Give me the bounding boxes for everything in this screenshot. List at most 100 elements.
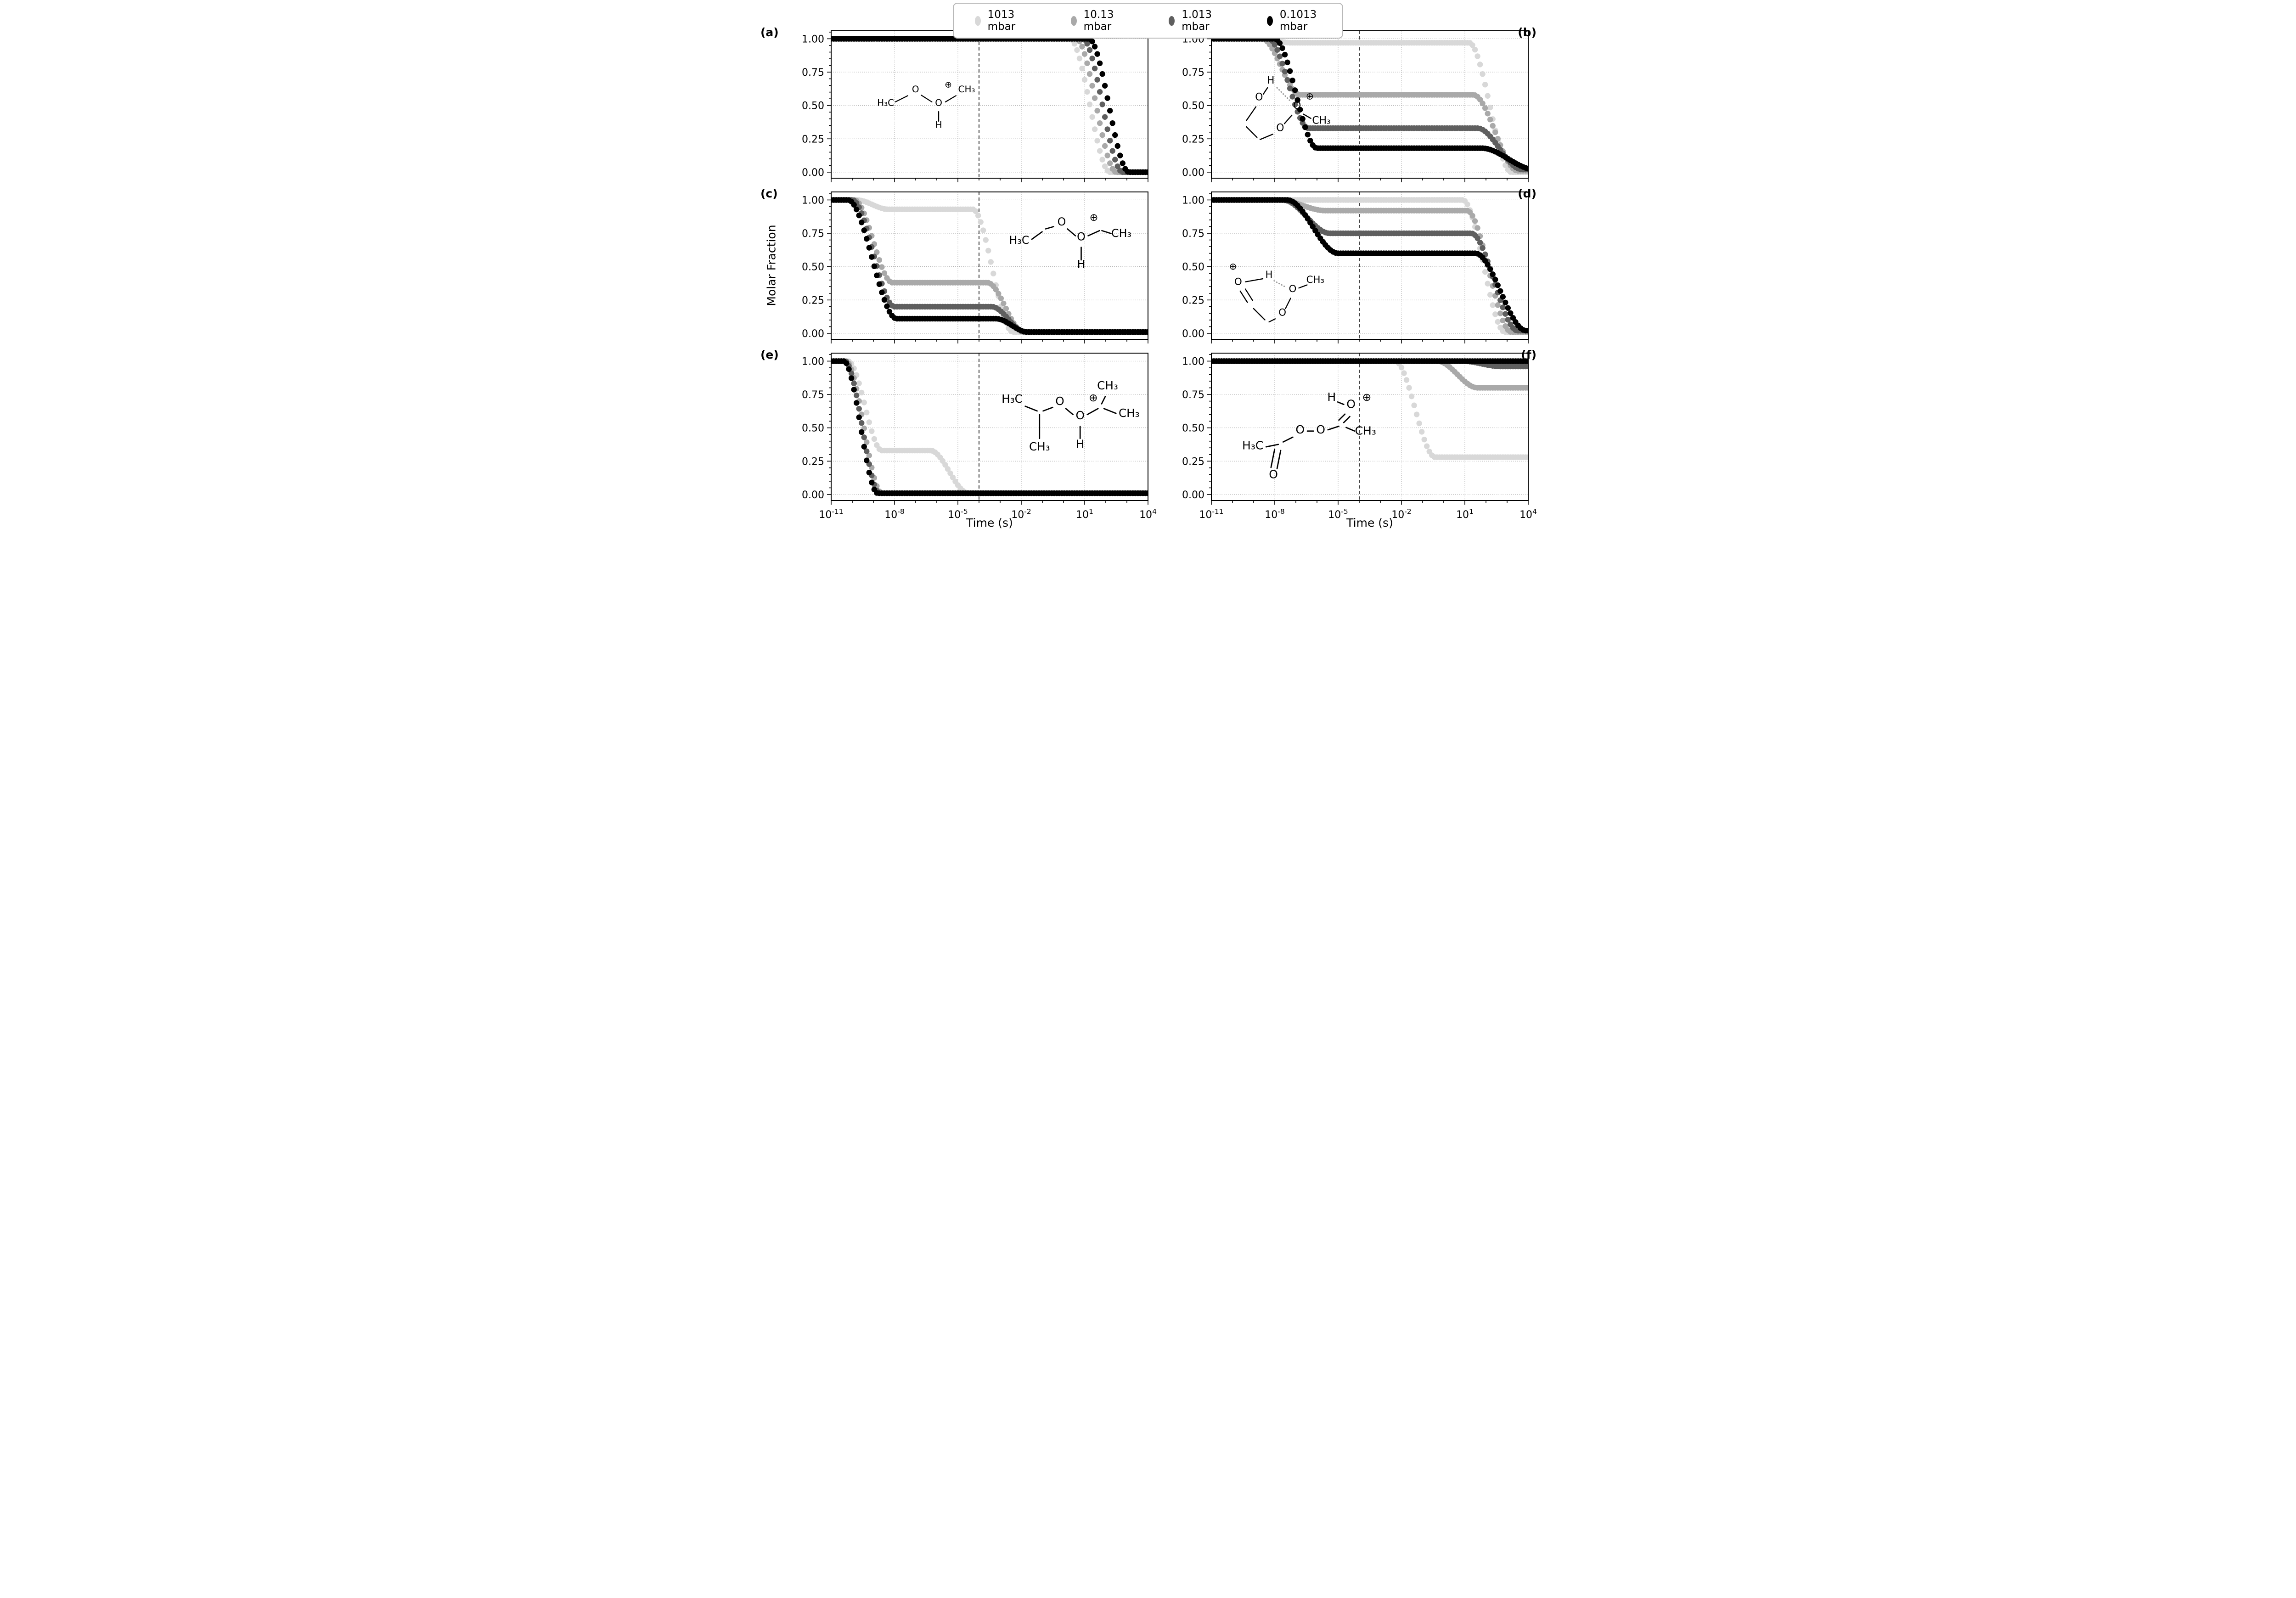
molecule-structure-c: H₃C OO CH₃ H ⊕ bbox=[1009, 212, 1131, 271]
svg-text:10-11: 10-11 bbox=[819, 507, 843, 521]
svg-text:0.50: 0.50 bbox=[802, 423, 824, 434]
svg-text:10-5: 10-5 bbox=[1328, 507, 1348, 521]
svg-text:H: H bbox=[935, 119, 942, 130]
svg-text:0.25: 0.25 bbox=[1182, 134, 1204, 145]
svg-text:0.25: 0.25 bbox=[802, 295, 824, 306]
svg-text:O: O bbox=[1077, 231, 1086, 243]
panel-e-plot: 0.00 0.25 0.50 0.75 1.00 10-11 10-8 10-5 10-2 101… bbox=[802, 353, 1157, 521]
legend-label-10-13-mbar: 10.13 mbar bbox=[1083, 9, 1114, 33]
axis-ticks bbox=[1207, 32, 1529, 182]
svg-text:H: H bbox=[1076, 438, 1085, 451]
svg-text:CH₃: CH₃ bbox=[1355, 424, 1376, 438]
panel-label-b: (b) bbox=[1518, 26, 1536, 39]
y-tick-labels: 0.00 0.25 0.50 0.75 1.00 bbox=[802, 356, 824, 501]
svg-text:0.00: 0.00 bbox=[802, 167, 824, 179]
svg-text:H: H bbox=[1267, 75, 1274, 86]
plot-frame bbox=[1211, 353, 1529, 501]
svg-text:⊕: ⊕ bbox=[1229, 261, 1237, 272]
series-0-1013-mbar bbox=[831, 197, 1148, 335]
svg-text:0.00: 0.00 bbox=[1182, 490, 1204, 501]
svg-text:⊕: ⊕ bbox=[1362, 391, 1371, 404]
series-markers bbox=[831, 358, 1148, 496]
panel-label-d: (d) bbox=[1518, 187, 1536, 200]
svg-text:O: O bbox=[912, 84, 919, 95]
x-tick-labels: 10-11 10-8 10-5 10-2 101 104 bbox=[819, 507, 1157, 521]
svg-text:0.25: 0.25 bbox=[802, 456, 824, 467]
kinetics-figure: 1013 mbar 10.13 mbar 1.013 mbar 0.1013 m… bbox=[758, 0, 1538, 535]
plot-frame bbox=[1211, 30, 1529, 179]
svg-text:⊕: ⊕ bbox=[1090, 212, 1098, 224]
svg-text:0.00: 0.00 bbox=[802, 328, 824, 340]
svg-text:0.25: 0.25 bbox=[1182, 456, 1204, 467]
legend-label-1-013-mbar: 1.013 mbar bbox=[1182, 9, 1212, 33]
svg-text:O: O bbox=[1276, 122, 1284, 134]
svg-text:CH₃: CH₃ bbox=[1111, 227, 1131, 240]
svg-text:104: 104 bbox=[1519, 507, 1537, 521]
svg-text:CH₃: CH₃ bbox=[1312, 115, 1330, 126]
plot-frame bbox=[831, 353, 1148, 501]
svg-text:0.25: 0.25 bbox=[802, 134, 824, 145]
svg-text:1.00: 1.00 bbox=[802, 356, 824, 367]
legend: 1013 mbar 10.13 mbar 1.013 mbar 0.1013 m… bbox=[953, 3, 1343, 39]
legend-marker-1013-mbar bbox=[975, 16, 981, 26]
svg-text:0.50: 0.50 bbox=[1182, 101, 1204, 112]
svg-text:1.00: 1.00 bbox=[802, 34, 824, 45]
legend-entry-1-013-mbar: 1.013 mbar bbox=[1169, 9, 1219, 33]
svg-text:O: O bbox=[1346, 398, 1356, 411]
plot-frame bbox=[1211, 191, 1529, 340]
svg-text:H₃C: H₃C bbox=[877, 97, 894, 108]
svg-text:0.75: 0.75 bbox=[802, 67, 824, 79]
svg-text:10-5: 10-5 bbox=[948, 507, 968, 521]
svg-text:H₃C: H₃C bbox=[1002, 392, 1023, 405]
legend-marker-1-013-mbar bbox=[1169, 16, 1175, 26]
legend-marker-10-13-mbar bbox=[1070, 16, 1077, 26]
series-0-1013-mbar bbox=[831, 358, 1148, 496]
series-markers bbox=[1211, 358, 1529, 460]
svg-text:10-2: 10-2 bbox=[1391, 507, 1411, 521]
svg-text:O: O bbox=[1269, 468, 1278, 481]
svg-text:0.25: 0.25 bbox=[1182, 295, 1204, 306]
svg-text:H: H bbox=[1077, 258, 1086, 271]
x-tick-labels: 10-11 10-8 10-5 10-2 101 104 bbox=[1199, 507, 1537, 521]
svg-text:0.50: 0.50 bbox=[802, 262, 824, 273]
svg-text:1.00: 1.00 bbox=[1182, 195, 1204, 206]
svg-text:⊕: ⊕ bbox=[945, 80, 952, 90]
svg-text:101: 101 bbox=[1076, 507, 1093, 521]
svg-text:10-8: 10-8 bbox=[884, 507, 904, 521]
legend-label-1013-mbar: 1013 mbar bbox=[987, 9, 1016, 33]
y-axis-title: Molar Fraction bbox=[765, 225, 778, 306]
svg-text:104: 104 bbox=[1139, 507, 1157, 521]
svg-text:1.00: 1.00 bbox=[802, 195, 824, 206]
panel-f-plot: 0.00 0.25 0.50 0.75 1.00 10-11 10-8 10-5 10-2 101… bbox=[1182, 353, 1537, 521]
svg-text:1.00: 1.00 bbox=[1182, 356, 1204, 367]
svg-text:0.75: 0.75 bbox=[1182, 389, 1204, 401]
svg-text:0.00: 0.00 bbox=[1182, 167, 1204, 179]
svg-text:O: O bbox=[1255, 92, 1263, 103]
svg-text:10-8: 10-8 bbox=[1265, 507, 1284, 521]
svg-text:0.50: 0.50 bbox=[1182, 423, 1204, 434]
svg-text:0.50: 0.50 bbox=[802, 101, 824, 112]
svg-text:0.00: 0.00 bbox=[1182, 328, 1204, 340]
y-tick-labels: 0.00 0.25 0.50 0.75 1.00 bbox=[1182, 195, 1204, 339]
svg-text:H: H bbox=[1327, 390, 1336, 404]
panel-a-plot: 0.00 0.25 0.50 0.75 1.00 H₃C O O CH₃ H ⊕ bbox=[802, 30, 1148, 182]
svg-text:0.75: 0.75 bbox=[802, 228, 824, 240]
panel-d-plot: 0.00 0.25 0.50 0.75 1.00 O H O CH₃ O ⊕ bbox=[1182, 191, 1529, 343]
svg-text:H₃C: H₃C bbox=[1242, 439, 1263, 452]
svg-text:O: O bbox=[1289, 283, 1297, 295]
molecule-structure-a: H₃C O O CH₃ H ⊕ bbox=[877, 80, 975, 130]
legend-entry-10-13-mbar: 10.13 mbar bbox=[1070, 9, 1121, 33]
series-markers bbox=[1211, 197, 1529, 335]
molecule-structure-d: O H O CH₃ O ⊕ bbox=[1229, 261, 1324, 323]
svg-text:O: O bbox=[1055, 394, 1064, 408]
x-axis-title-right: Time (s) bbox=[1346, 516, 1393, 529]
svg-text:101: 101 bbox=[1456, 507, 1474, 521]
svg-text:0.00: 0.00 bbox=[802, 490, 824, 501]
panel-label-f: (f) bbox=[1521, 348, 1536, 361]
svg-text:CH₃: CH₃ bbox=[1097, 379, 1118, 392]
svg-text:CH₃: CH₃ bbox=[1029, 440, 1050, 453]
